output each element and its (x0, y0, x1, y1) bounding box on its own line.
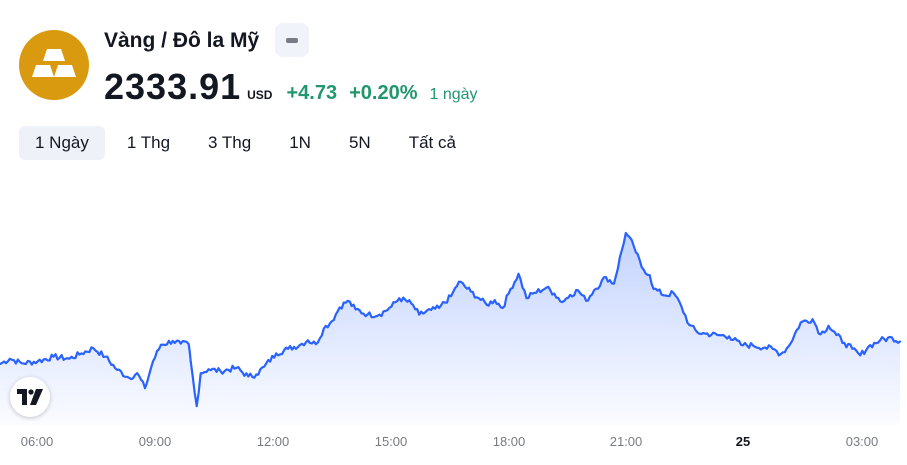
x-tick-label: 06:00 (20, 434, 54, 449)
x-tick-label: 03:00 (845, 434, 879, 449)
price-area-fill (0, 233, 900, 425)
tradingview-logo-icon[interactable] (10, 377, 50, 417)
minus-badge-icon[interactable] (275, 23, 309, 57)
tab-5-year[interactable]: 5N (348, 133, 371, 152)
current-price: 2333.91 (104, 66, 242, 107)
price-line (0, 231, 902, 408)
x-tick-label: 18:00 (492, 434, 526, 449)
change-period: 1 ngày (429, 86, 478, 103)
timeframe-tabs: 1 Ngày 1 Thg 3 Thg 1N 5N Tất cả (19, 126, 478, 160)
x-tick-label: 12:00 (256, 434, 290, 449)
x-tick-label: 25 (735, 434, 751, 449)
currency-label: USD (247, 88, 273, 102)
price-row: 2333.91 USD +4.73 +0.20% 1 ngày (104, 66, 478, 108)
x-tick-label: 21:00 (609, 434, 643, 449)
symbol-title: Vàng / Đô la Mỹ (104, 29, 260, 52)
tab-3-month[interactable]: 3 Thg (208, 133, 252, 152)
tab-all[interactable]: Tất cả (408, 133, 456, 152)
tab-1-month[interactable]: 1 Thg (126, 133, 171, 152)
x-tick-label: 15:00 (374, 434, 408, 449)
price-change-percent: +0.20% (349, 82, 418, 104)
price-change: +4.73 (286, 82, 338, 104)
tab-1-year[interactable]: 1N (289, 133, 311, 152)
tab-1-day[interactable]: 1 Ngày (19, 126, 105, 160)
x-tick-label: 09:00 (138, 434, 172, 449)
gold-bars-icon (19, 30, 89, 100)
